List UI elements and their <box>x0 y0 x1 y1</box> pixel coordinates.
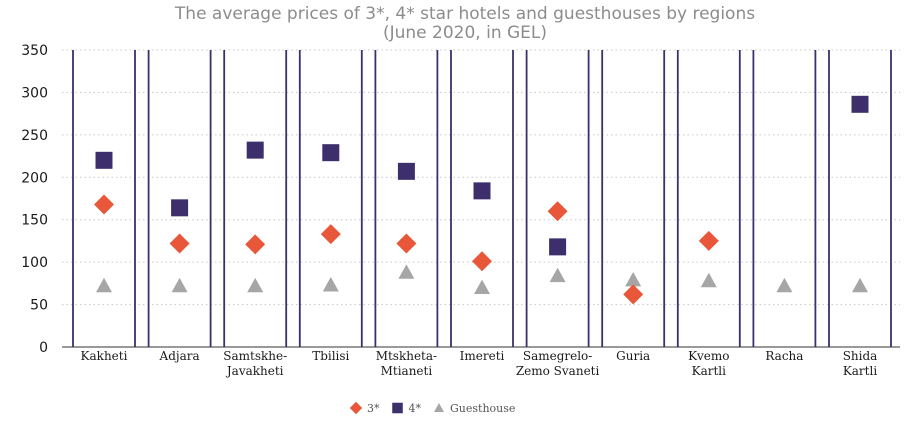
data-point-4-star <box>549 238 567 256</box>
x-tick-label: Kvemo Kartli <box>688 349 729 378</box>
y-tick-label: 0 <box>39 340 48 356</box>
data-point-guesthouse <box>247 277 264 293</box>
y-tick-label: 150 <box>21 213 48 229</box>
data-point-3-star <box>472 251 492 272</box>
y-tick-label: 50 <box>30 298 48 314</box>
legend-label-guesthouse: Guesthouse <box>450 402 515 415</box>
chart-title: The average prices of 3*, 4* star hotels… <box>174 4 755 24</box>
x-axis: Kakheti Adjara Samtskhe-Javakheti Tbilisi Mt… <box>81 349 878 378</box>
data-point-3-star <box>547 201 568 222</box>
data-point-4-star <box>473 182 491 200</box>
x-tick-label: Kakheti <box>81 349 128 363</box>
data-point-3-star <box>698 230 719 251</box>
data-point-4-star <box>851 95 869 113</box>
legend: 3* 4* Guesthouse <box>349 401 515 415</box>
data-point-guesthouse <box>549 267 566 283</box>
data-point-guesthouse <box>322 277 339 292</box>
x-tick-label: Samtskhe-Javakheti <box>223 349 287 378</box>
legend-label-4-star: 4* <box>409 402 422 415</box>
data-point-3-star <box>94 194 114 215</box>
data-point-guesthouse <box>700 272 717 288</box>
data-point-3-star <box>245 234 266 255</box>
data-point-3-star <box>396 233 417 254</box>
region-groups <box>72 50 892 347</box>
y-tick-label: 250 <box>21 128 48 144</box>
data-point-guesthouse <box>625 271 642 287</box>
gridlines <box>62 49 900 348</box>
legend-marker-4-star <box>392 402 403 414</box>
x-tick-label: Racha <box>765 349 803 363</box>
data-point-4-star <box>95 151 113 169</box>
legend-marker-3-star <box>349 401 363 415</box>
data-point-4-star <box>397 162 415 180</box>
data-point-guesthouse <box>776 277 793 293</box>
y-tick-label: 350 <box>21 43 48 59</box>
data-marks <box>94 95 869 305</box>
x-tick-label: Shida Kartli <box>843 349 878 378</box>
data-point-4-star <box>322 144 340 162</box>
data-point-4-star <box>171 199 189 217</box>
data-point-guesthouse <box>398 264 415 279</box>
x-tick-label: Samegrelo-Zemo Svaneti <box>516 349 600 378</box>
x-tick-label: Mtskheta-Mtianeti <box>376 349 437 378</box>
y-tick-label: 300 <box>21 85 48 101</box>
y-tick-label: 200 <box>21 170 48 186</box>
chart-subtitle: (June 2020, in GEL) <box>383 23 547 43</box>
data-point-guesthouse <box>96 277 112 293</box>
data-point-guesthouse <box>171 277 188 293</box>
data-point-4-star <box>246 141 264 159</box>
legend-label-3-star: 3* <box>367 402 380 415</box>
data-point-guesthouse <box>474 279 490 294</box>
data-point-guesthouse <box>852 277 868 293</box>
x-tick-label: Imereti <box>460 349 505 363</box>
data-point-3-star <box>320 224 341 245</box>
legend-marker-guesthouse <box>434 403 444 412</box>
x-tick-label: Tbilisi <box>312 349 349 363</box>
data-point-3-star <box>169 233 190 254</box>
x-tick-label: Adjara <box>159 349 200 363</box>
data-point-3-star <box>623 284 644 305</box>
x-tick-label: Guria <box>616 349 650 363</box>
y-tick-label: 100 <box>21 255 48 271</box>
y-axis: 0 50 100 150 200 250 300 350 <box>21 43 48 356</box>
